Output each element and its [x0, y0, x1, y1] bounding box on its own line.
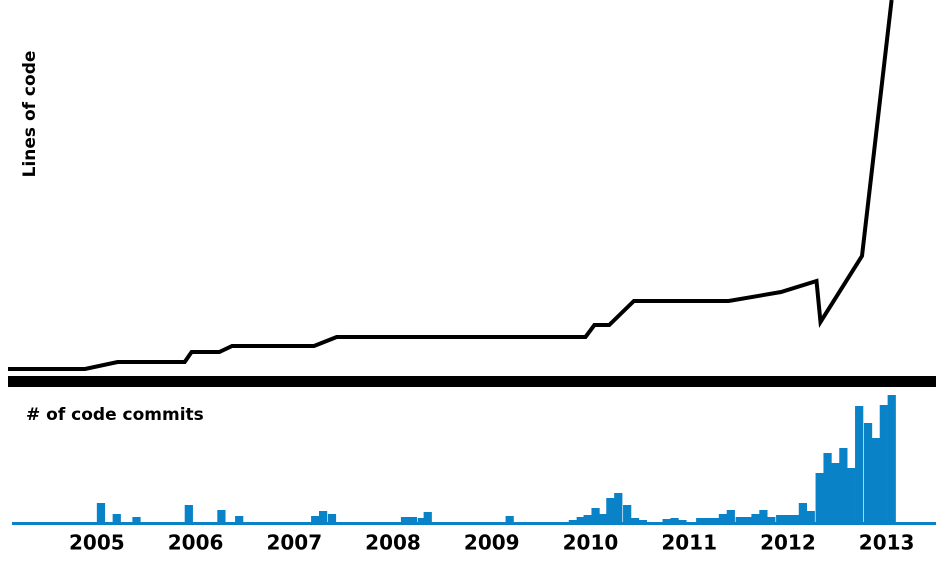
bar [815, 473, 824, 523]
bar [710, 518, 720, 523]
bar [718, 514, 728, 523]
bar [879, 405, 888, 523]
bar [798, 503, 808, 523]
bar [638, 520, 648, 523]
bar [759, 510, 768, 523]
bar [423, 512, 432, 523]
bar [751, 514, 760, 523]
x-tick-label: 2009 [464, 531, 520, 555]
line-series [8, 0, 894, 371]
bar [887, 395, 896, 523]
bar [855, 406, 864, 523]
x-tick-label: 2005 [69, 531, 125, 555]
bar [783, 515, 793, 523]
x-tick-label: 2011 [661, 531, 717, 555]
bar [568, 520, 577, 523]
x-tick-label: 2013 [859, 531, 915, 555]
bar [704, 518, 713, 523]
bar [417, 518, 426, 523]
panel-separator [8, 376, 936, 387]
bar [184, 505, 193, 523]
bar [776, 515, 785, 523]
y-axis-label: Lines of code [20, 51, 40, 178]
bar [591, 508, 600, 523]
bar [735, 517, 744, 523]
bar [606, 498, 615, 523]
bar [132, 517, 141, 523]
bar [576, 517, 585, 523]
bar [726, 510, 735, 523]
bar [847, 468, 856, 523]
bar [235, 516, 244, 523]
bar [599, 514, 608, 523]
bar [327, 514, 337, 523]
bar [614, 493, 623, 523]
x-axis-line [12, 522, 936, 525]
bar [505, 516, 514, 523]
bar [823, 453, 832, 523]
bar [678, 520, 687, 523]
x-tick-label: 2007 [266, 531, 322, 555]
bar [839, 448, 848, 523]
bar [583, 515, 592, 523]
bar [871, 438, 881, 523]
bar [96, 503, 106, 523]
bar [662, 519, 671, 523]
bar [623, 505, 632, 523]
x-tick-label: 2010 [563, 531, 619, 555]
bar [863, 423, 873, 523]
bar [318, 511, 328, 523]
bar [743, 517, 752, 523]
bar [630, 518, 640, 523]
bar [791, 515, 801, 523]
panel-title: # of code commits [26, 405, 204, 425]
bar [831, 463, 840, 523]
bar [670, 518, 679, 523]
bar [112, 514, 121, 523]
bar [767, 517, 776, 523]
bar [311, 516, 320, 523]
bar [217, 510, 226, 523]
bar [400, 517, 410, 523]
x-tick-label: 2006 [168, 531, 224, 555]
bar [696, 518, 705, 523]
bar [806, 511, 815, 523]
bar [408, 517, 418, 523]
x-tick-label: 2012 [760, 531, 816, 555]
x-tick-label: 2008 [365, 531, 421, 555]
